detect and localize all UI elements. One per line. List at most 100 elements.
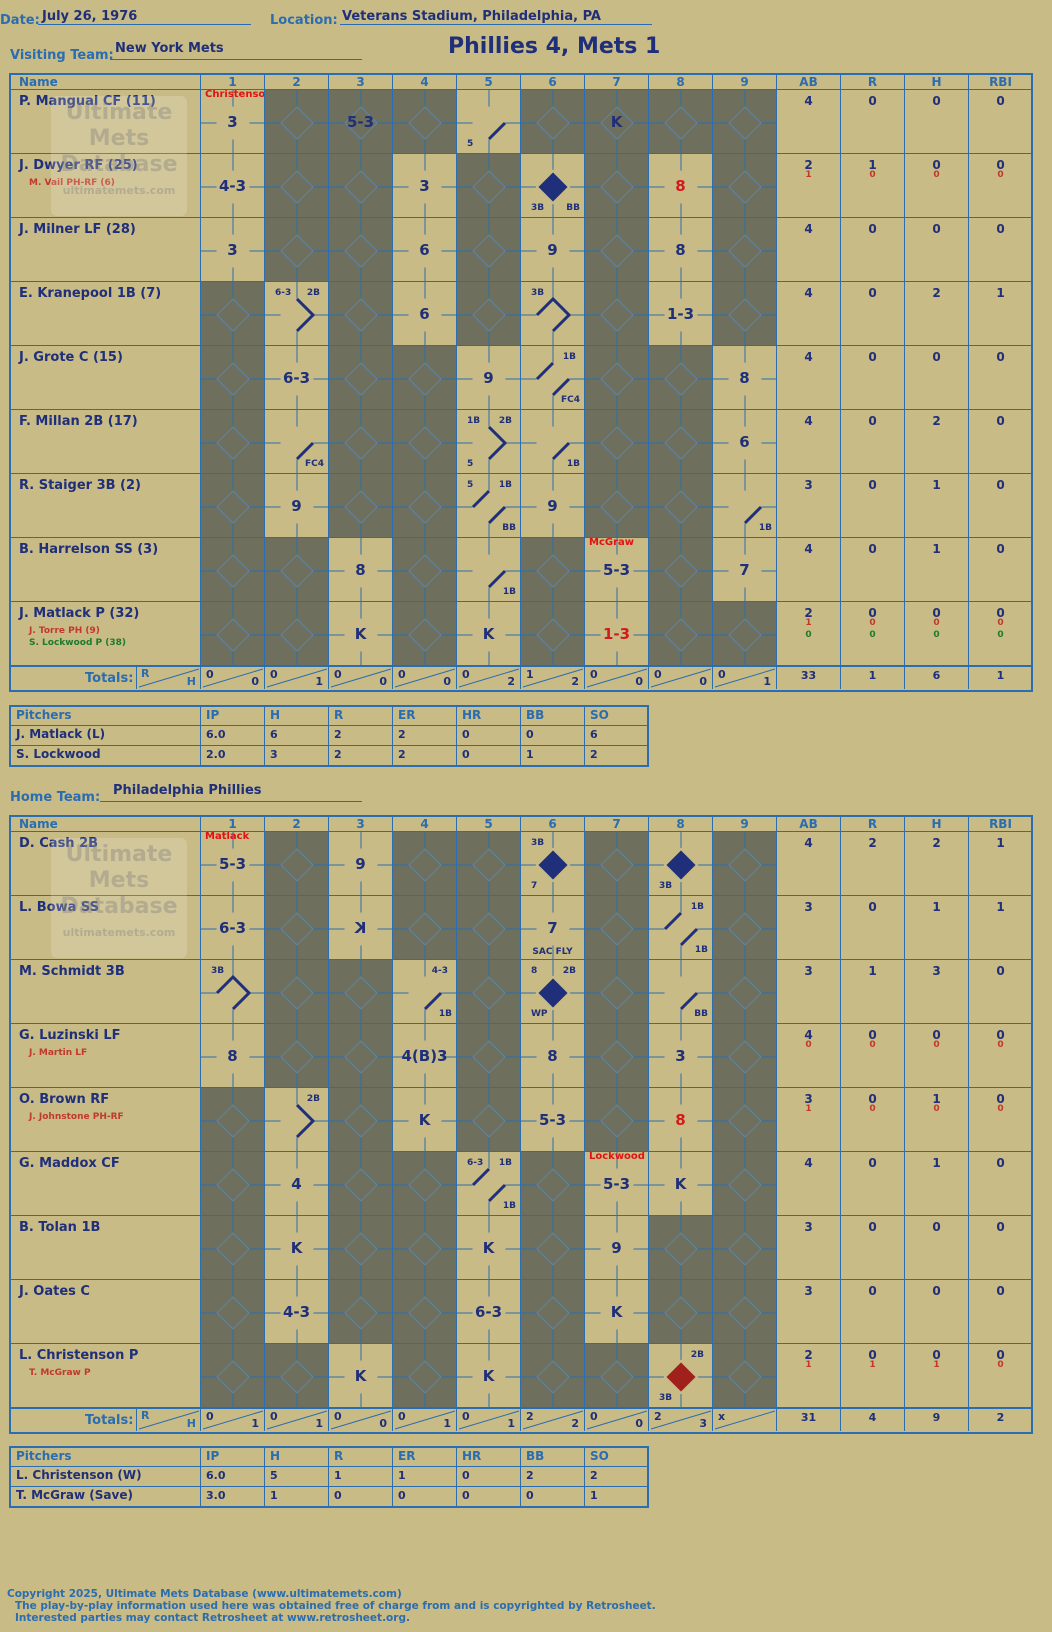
- stat-value: 3: [804, 1284, 813, 1298]
- column-header-r: R: [841, 817, 905, 832]
- batter-name: J. Dwyer RF (25): [19, 158, 138, 173]
- team-total: 33: [777, 667, 841, 689]
- stat-cell: 1: [841, 960, 905, 1023]
- batter-name-cell: R. Staiger 3B (2): [11, 474, 201, 537]
- play-result: 5-3: [602, 561, 631, 579]
- inning-cell: [649, 90, 713, 153]
- inning-cell: 1B FC4: [521, 346, 585, 409]
- play-result: 5-3: [602, 1175, 631, 1193]
- visitor-pitchers-table: Pitchers IP H R ER HR BB SO J. Matlack (L) 6.0 6 2 2…: [9, 705, 649, 767]
- base-diamond: [600, 426, 634, 460]
- stat-cell: 0: [841, 410, 905, 473]
- watermark-logo: Ultimate Mets Database ultimatemets.com: [51, 96, 187, 216]
- stat-value: 4: [804, 1028, 813, 1042]
- stat-value: 0: [996, 1220, 1005, 1234]
- inning-cell: [713, 218, 777, 281]
- play-result: K: [354, 1367, 367, 1385]
- pitching-stat: 6: [265, 726, 329, 746]
- stat-value: 4: [804, 836, 813, 850]
- play-annotation: 1B: [694, 945, 708, 955]
- pitching-change-note: Lockwood: [589, 1152, 645, 1162]
- basepath: [487, 425, 508, 461]
- stat-value: 3: [804, 964, 813, 978]
- base-diamond: [472, 1360, 506, 1394]
- inning-cell: [585, 410, 649, 473]
- basepath: [743, 505, 763, 525]
- base-diamond: [216, 1104, 250, 1138]
- pitching-change-note: McGraw: [589, 538, 635, 548]
- totals-row: Totals: R H 0 1 0 1 0 0 0 1 0 1 2 2 0 0 2 3 x 31 4 9 2: [11, 1408, 1033, 1431]
- stat-cell: 0: [969, 346, 1033, 409]
- batter-name-cell: J. Milner LF (28): [11, 218, 201, 281]
- play-result: 5-3: [218, 855, 247, 873]
- stat-value: 0: [868, 350, 877, 364]
- date-underline: [38, 24, 251, 25]
- stat-value: 0: [996, 606, 1005, 620]
- play-result: 5-3: [538, 1111, 567, 1129]
- stat-value: 1: [932, 542, 941, 556]
- inning-cell: [713, 1024, 777, 1087]
- substitute-name: M. Vail PH-RF (6): [29, 178, 115, 188]
- inning-cell: 4-3: [201, 154, 265, 217]
- inning-cell: 3B: [521, 282, 585, 345]
- base-diamond: [664, 554, 698, 588]
- base-diamond: [728, 1040, 762, 1074]
- base-diamond: [280, 234, 314, 268]
- inning-cell: [649, 410, 713, 473]
- team-total: 2: [969, 1409, 1033, 1431]
- inning-cell: 9: [585, 1216, 649, 1279]
- play-annotation: 5: [467, 480, 474, 490]
- inning-cell: [585, 282, 649, 345]
- stat-value: 0: [868, 222, 877, 236]
- inning-cell: 3B BB: [521, 154, 585, 217]
- inning-hits: 0: [379, 675, 387, 688]
- batter-name-cell: L. Bowa SS: [11, 896, 201, 959]
- inning-cell: [713, 1280, 777, 1343]
- inning-cell: [201, 410, 265, 473]
- copyright-line: Copyright 2025, Ultimate Mets Database (…: [7, 1588, 402, 1600]
- stat-value: 0: [996, 350, 1005, 364]
- inning-cell: 8: [649, 154, 713, 217]
- h-legend: H: [186, 675, 196, 688]
- stat-value: 0: [933, 1104, 940, 1114]
- batter-row: O. Brown RF J. Johnstone PH-RF 2B K 5-3 8 3 1 0 0…: [11, 1088, 1033, 1152]
- inning-cell: 8: [649, 1088, 713, 1151]
- base-diamond: [600, 1104, 634, 1138]
- pitching-column-header: IP: [201, 1448, 265, 1467]
- stat-value: 1: [932, 900, 941, 914]
- base-diamond: [728, 298, 762, 332]
- base-diamond: [664, 1296, 698, 1330]
- base-diamond: [536, 1104, 570, 1138]
- base-diamond: [536, 1296, 570, 1330]
- inning-cell: [393, 832, 457, 895]
- inning-cell: [393, 346, 457, 409]
- base-diamond: [280, 170, 314, 204]
- batter-row: B. Harrelson SS (3) 8 1B 5-3 McGraw 7 4 0 1 0: [11, 538, 1033, 602]
- batter-name-cell: J. Oates C: [11, 1280, 201, 1343]
- stat-value: 1: [932, 1092, 941, 1106]
- pitching-stat: 2: [329, 746, 393, 766]
- base-diamond: [344, 170, 378, 204]
- stat-cell: 3: [777, 896, 841, 959]
- inning-cell: [713, 282, 777, 345]
- inning-cell: [713, 832, 777, 895]
- play-annotation: 2B: [690, 1350, 704, 1360]
- base-diamond: [535, 847, 571, 883]
- inning-cell: [521, 1280, 585, 1343]
- batter-name: D. Cash 2B: [19, 836, 99, 851]
- base-diamond: [344, 234, 378, 268]
- play-result: 3: [675, 1047, 686, 1065]
- inning-cell: [201, 1152, 265, 1215]
- base-diamond: [664, 234, 698, 268]
- base-diamond: [472, 298, 506, 332]
- inning-cell: [201, 474, 265, 537]
- inning-runs: 0: [206, 668, 214, 681]
- base-diamond: [408, 426, 442, 460]
- inning-runs: 2: [654, 1410, 662, 1423]
- inning-cell: 9: [457, 346, 521, 409]
- inning-cell: 5-3 Matlack: [201, 832, 265, 895]
